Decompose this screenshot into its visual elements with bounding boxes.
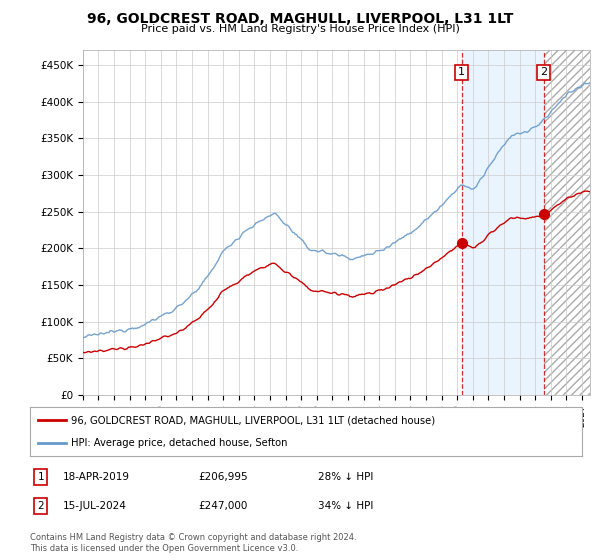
Text: 1: 1 xyxy=(458,67,465,77)
Text: £247,000: £247,000 xyxy=(198,501,247,511)
Text: Contains HM Land Registry data © Crown copyright and database right 2024.
This d: Contains HM Land Registry data © Crown c… xyxy=(30,533,356,553)
Text: 2: 2 xyxy=(37,501,44,511)
Text: 1: 1 xyxy=(37,472,44,482)
Text: 15-JUL-2024: 15-JUL-2024 xyxy=(63,501,127,511)
Text: £206,995: £206,995 xyxy=(198,472,248,482)
Bar xyxy=(544,50,590,395)
Bar xyxy=(544,50,590,395)
Bar xyxy=(462,50,544,395)
Text: 2: 2 xyxy=(540,67,547,77)
Text: 18-APR-2019: 18-APR-2019 xyxy=(63,472,130,482)
Text: 34% ↓ HPI: 34% ↓ HPI xyxy=(318,501,373,511)
Text: 96, GOLDCREST ROAD, MAGHULL, LIVERPOOL, L31 1LT (detached house): 96, GOLDCREST ROAD, MAGHULL, LIVERPOOL, … xyxy=(71,416,436,426)
Text: Price paid vs. HM Land Registry's House Price Index (HPI): Price paid vs. HM Land Registry's House … xyxy=(140,24,460,34)
Text: HPI: Average price, detached house, Sefton: HPI: Average price, detached house, Seft… xyxy=(71,438,288,448)
Text: 28% ↓ HPI: 28% ↓ HPI xyxy=(318,472,373,482)
Text: 96, GOLDCREST ROAD, MAGHULL, LIVERPOOL, L31 1LT: 96, GOLDCREST ROAD, MAGHULL, LIVERPOOL, … xyxy=(87,12,513,26)
